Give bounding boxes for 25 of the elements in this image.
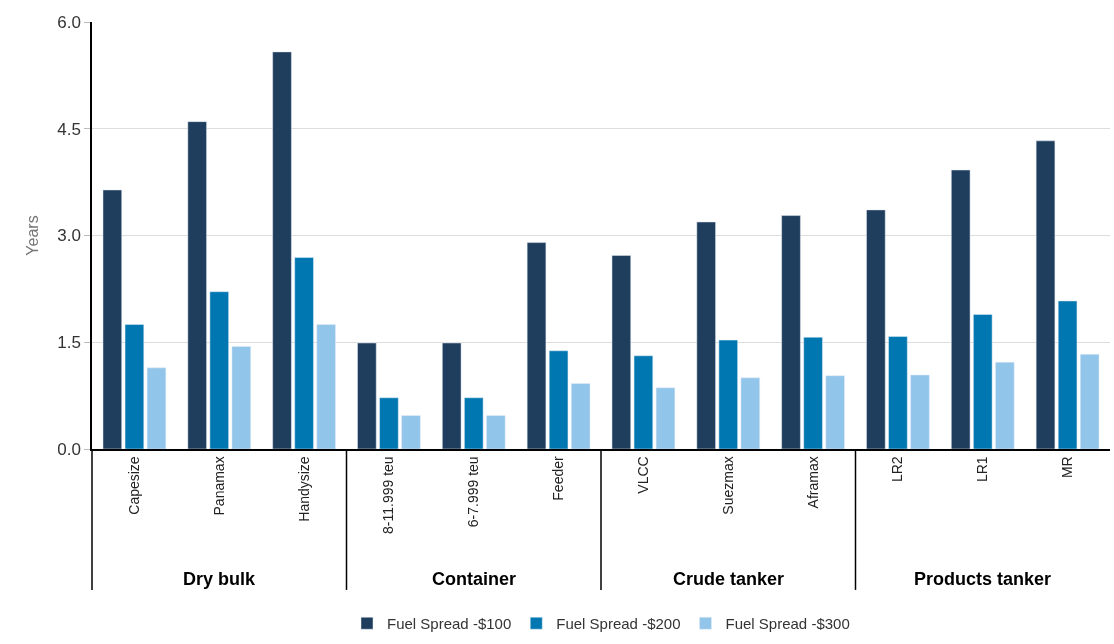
y-tick-label: 1.5: [57, 333, 81, 353]
y-tick-label: 3.0: [57, 226, 81, 246]
x-tick-label: LR2: [889, 456, 906, 483]
x-tick-label: Panamax: [210, 456, 227, 516]
text: Products tanker: [914, 569, 1052, 589]
y-axis-title: Years: [23, 215, 41, 256]
x-tick-label: 6-7.999 teu: [465, 456, 482, 528]
x-tick-label: Suezmax: [719, 456, 736, 515]
legend-label: Fuel Spread -$300: [725, 615, 850, 633]
text: Crude tanker: [673, 569, 785, 589]
y-tick-label: 4.5: [57, 119, 81, 139]
x-tick-label: 8-11.999 teu: [380, 456, 397, 534]
legend-label: Fuel Spread -$200: [556, 615, 681, 633]
x-tick-label: MR: [1059, 456, 1076, 479]
text: Container: [432, 569, 517, 589]
x-tick-label: VLCC: [634, 456, 651, 494]
x-tick-label: LR1: [974, 456, 991, 483]
x-tick-label: Capesize: [125, 456, 142, 515]
y-tick-label: 0.0: [57, 439, 81, 459]
x-tick-label: Feeder: [550, 456, 567, 501]
x-tick-label: Handysize: [295, 456, 312, 522]
legend-label: Fuel Spread -$100: [387, 615, 512, 633]
text: Dry bulk: [183, 569, 257, 589]
x-tick-label: Aframax: [804, 456, 821, 509]
y-tick-label: 6.0: [57, 12, 81, 32]
